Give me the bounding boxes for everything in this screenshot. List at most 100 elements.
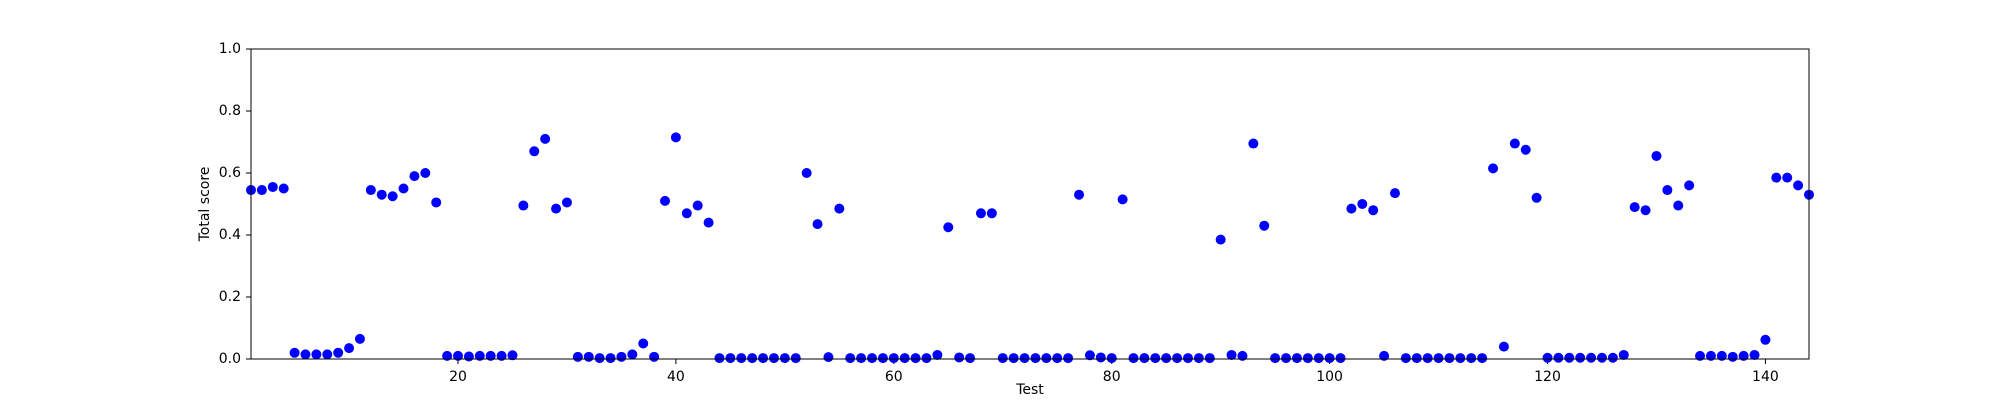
point: [1705, 350, 1716, 361]
point: [354, 333, 365, 344]
point: [267, 181, 278, 192]
point: [834, 203, 845, 214]
point: [670, 132, 681, 143]
point: [1444, 353, 1455, 364]
point: [692, 200, 703, 211]
point: [888, 353, 899, 364]
point: [1684, 180, 1695, 191]
point: [398, 183, 409, 194]
point: [1727, 351, 1738, 362]
point: [583, 351, 594, 362]
point: [278, 183, 289, 194]
point: [387, 191, 398, 202]
y-tick-label: 0.2: [219, 289, 241, 305]
point: [1150, 353, 1161, 364]
point: [1052, 353, 1063, 364]
point: [289, 347, 300, 358]
point: [1596, 352, 1607, 363]
point: [1433, 353, 1444, 364]
point: [1302, 353, 1313, 364]
point: [725, 353, 736, 364]
point: [986, 208, 997, 219]
point: [1411, 353, 1422, 364]
point: [1749, 349, 1760, 360]
point: [1738, 350, 1749, 361]
point: [496, 350, 507, 361]
y-tick-label: 0.6: [219, 165, 241, 181]
point: [518, 200, 529, 211]
point: [1063, 353, 1074, 364]
point: [333, 347, 344, 358]
point: [1422, 353, 1433, 364]
point: [638, 338, 649, 349]
point: [365, 185, 376, 196]
point: [1651, 150, 1662, 161]
x-tick-label: 80: [1103, 369, 1121, 385]
point: [790, 353, 801, 364]
x-tick-label: 100: [1316, 369, 1343, 385]
point: [1019, 353, 1030, 364]
point: [649, 351, 660, 362]
point: [561, 197, 572, 208]
point: [1313, 353, 1324, 364]
point: [856, 353, 867, 364]
point: [1695, 350, 1706, 361]
point: [1368, 205, 1379, 216]
x-axis-label: Test: [1015, 382, 1044, 398]
point: [1215, 234, 1226, 245]
y-tick-label: 0.4: [219, 227, 241, 243]
point: [1248, 138, 1259, 149]
point: [921, 353, 932, 364]
point: [540, 133, 551, 144]
point: [431, 197, 442, 208]
point: [801, 168, 812, 178]
point: [943, 222, 954, 233]
point: [1509, 138, 1520, 149]
point: [551, 203, 562, 214]
point: [594, 353, 605, 364]
point: [1553, 352, 1564, 363]
y-axis-label: Total score: [197, 167, 213, 243]
point: [311, 349, 322, 360]
point: [322, 349, 333, 360]
point: [747, 353, 758, 364]
point: [1335, 353, 1346, 364]
point: [1291, 353, 1302, 364]
point: [1466, 353, 1477, 364]
plot-frame: [250, 48, 1810, 360]
point: [1673, 200, 1684, 211]
point: [1531, 192, 1542, 203]
point: [899, 353, 910, 364]
point: [965, 353, 976, 364]
point: [1564, 352, 1575, 363]
x-tick-label: 140: [1752, 369, 1779, 385]
point: [1455, 353, 1466, 364]
point: [660, 195, 671, 206]
point: [1324, 353, 1335, 364]
point: [442, 350, 453, 361]
point: [300, 349, 311, 360]
point: [1226, 349, 1237, 360]
x-tick-label: 60: [885, 369, 903, 385]
point: [605, 353, 616, 364]
point: [1618, 349, 1629, 360]
point: [1106, 353, 1117, 364]
point: [1771, 172, 1782, 183]
point: [1640, 205, 1651, 216]
x-tick-label: 40: [667, 369, 685, 385]
point: [1074, 189, 1085, 200]
point: [1084, 350, 1095, 361]
point: [845, 353, 856, 364]
point: [1237, 350, 1248, 361]
point: [1161, 353, 1172, 364]
point: [1575, 352, 1586, 363]
y-tick-label: 0.0: [219, 351, 241, 367]
point: [714, 353, 725, 364]
point: [453, 350, 464, 361]
point: [1389, 188, 1400, 199]
point: [1008, 353, 1019, 364]
point: [1586, 352, 1597, 363]
point: [997, 353, 1008, 364]
point: [376, 189, 387, 200]
point: [812, 219, 823, 230]
